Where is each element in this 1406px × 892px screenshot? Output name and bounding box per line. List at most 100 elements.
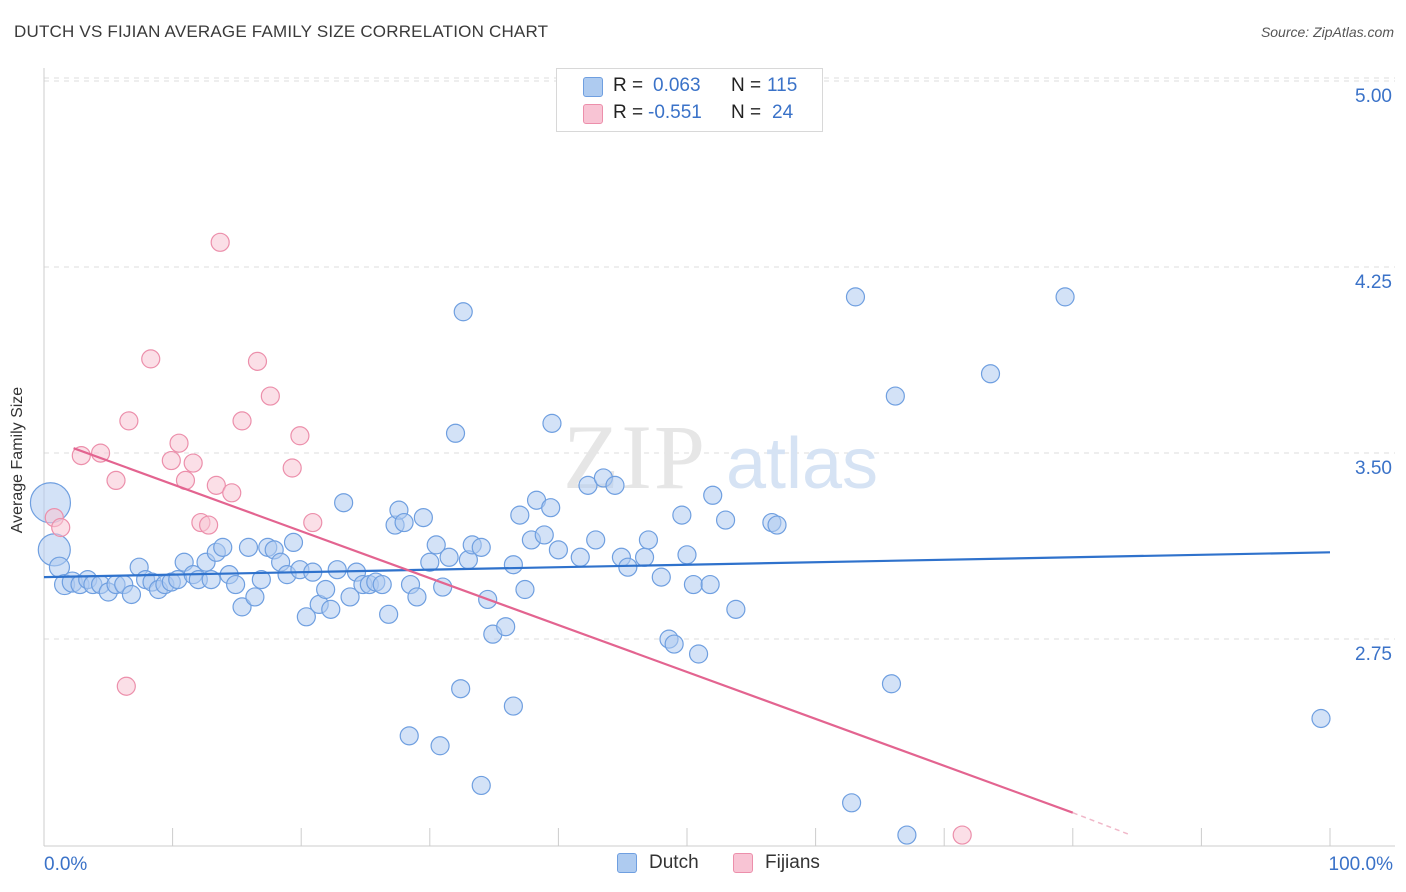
dutch-point	[683, 574, 704, 595]
dutch-point	[542, 413, 562, 433]
dutch-point	[664, 634, 684, 654]
dutch-point	[340, 587, 360, 607]
dutch-point	[503, 555, 523, 575]
dutch-point	[439, 547, 459, 567]
dutch-point	[238, 537, 259, 557]
dutch-point	[379, 604, 399, 624]
dutch-point	[715, 510, 736, 530]
fijians-point	[303, 512, 323, 533]
dutch-point	[534, 525, 554, 545]
dutch-point	[510, 505, 530, 525]
dutch-point	[586, 530, 606, 550]
x-tick-label-max: 100.0%	[1329, 854, 1394, 875]
dutch-point	[672, 505, 692, 525]
dutch-point	[321, 599, 341, 619]
dutch-point	[578, 475, 598, 495]
fijians-trend-line	[73, 447, 1074, 814]
legend-swatch-fijians	[583, 104, 603, 124]
fijians-point	[169, 433, 189, 453]
dutch-point	[420, 552, 440, 572]
chart-title: DUTCH VS FIJIAN AVERAGE FAMILY SIZE CORR…	[14, 22, 549, 41]
legend-r-value: 0.063	[653, 75, 701, 96]
fijians-point	[199, 515, 219, 535]
dutch-point	[1055, 287, 1075, 307]
dutch-point	[121, 584, 142, 605]
bottom-legend-swatch-dutch	[617, 853, 637, 873]
fijians-point	[232, 411, 252, 431]
fijians-point	[247, 351, 268, 371]
dutch-point	[885, 386, 905, 406]
fijians-point	[222, 483, 242, 503]
series-dutch	[29, 287, 1331, 845]
legend-r-label: R =	[613, 75, 644, 96]
fijians-point	[119, 411, 139, 431]
dutch-point	[515, 579, 535, 600]
dutch-point	[845, 287, 866, 307]
fijians-point	[952, 825, 972, 845]
dutch-point	[726, 599, 746, 619]
fijians-point	[260, 386, 280, 406]
dutch-point	[677, 545, 697, 565]
dutch-point	[842, 793, 862, 813]
dutch-point	[372, 574, 392, 595]
dutch-point	[245, 587, 265, 607]
dutch-point	[413, 507, 433, 528]
fijians-point	[206, 475, 226, 495]
axes	[43, 68, 1395, 847]
legend-row-fijians: R = -0.551 N = 24	[557, 102, 822, 126]
dutch-point	[496, 617, 516, 637]
fijians-point	[282, 458, 302, 478]
dutch-point	[703, 485, 723, 505]
dutch-point	[399, 726, 419, 746]
dutch-point	[453, 302, 473, 322]
fijians-point	[106, 470, 126, 490]
dutch-point	[451, 679, 471, 699]
dutch-point	[767, 515, 787, 535]
series-fijians	[44, 232, 972, 845]
dutch-point	[232, 597, 252, 617]
dutch-point	[430, 736, 450, 756]
fijians-point	[290, 426, 310, 446]
watermark-atlas: atlas	[726, 424, 878, 504]
legend-n-label: N =	[731, 102, 762, 123]
dutch-point	[881, 674, 902, 694]
y-tick-label: 4.25	[1355, 272, 1392, 293]
dutch-point	[638, 530, 659, 550]
dutch-point	[471, 537, 491, 557]
dutch-point	[541, 498, 561, 518]
fijians-point	[116, 676, 136, 696]
data-points	[29, 232, 1331, 845]
y-tick-label: 3.50	[1355, 458, 1392, 479]
dutch-point	[471, 775, 491, 796]
dutch-point	[503, 696, 523, 716]
fijians-point	[210, 232, 230, 252]
fijians-point	[161, 450, 181, 471]
fijians-trend-extension	[1072, 812, 1131, 836]
legend-r-value: -0.551	[648, 102, 702, 123]
dutch-point	[570, 547, 590, 567]
dutch-point	[201, 569, 221, 590]
dutch-point	[426, 535, 446, 555]
bottom-legend-label-dutch: Dutch	[649, 852, 699, 873]
fijians-point	[141, 349, 161, 369]
x-tick-label-min: 0.0%	[44, 854, 87, 875]
y-axis-label: Average Family Size	[9, 386, 26, 534]
source-label: Source: ZipAtlas.com	[1260, 24, 1394, 40]
dutch-point	[327, 560, 347, 580]
dutch-point	[316, 579, 336, 600]
dutch-point	[213, 537, 233, 557]
legend-n-value: 115	[767, 75, 798, 96]
dutch-point	[651, 567, 671, 587]
dutch-point	[226, 574, 246, 595]
bottom-legend-swatch-fijians	[733, 853, 753, 873]
dutch-point	[980, 364, 1001, 384]
dutch-point	[688, 644, 709, 664]
dutch-point	[334, 493, 354, 513]
fijians-point	[71, 446, 91, 466]
dutch-point	[283, 532, 304, 553]
legend-r-label: R =	[613, 102, 644, 123]
fijians-point	[90, 443, 111, 463]
y-tick-label: 5.00	[1355, 86, 1392, 107]
dutch-point	[605, 475, 625, 495]
dutch-point	[407, 587, 427, 607]
